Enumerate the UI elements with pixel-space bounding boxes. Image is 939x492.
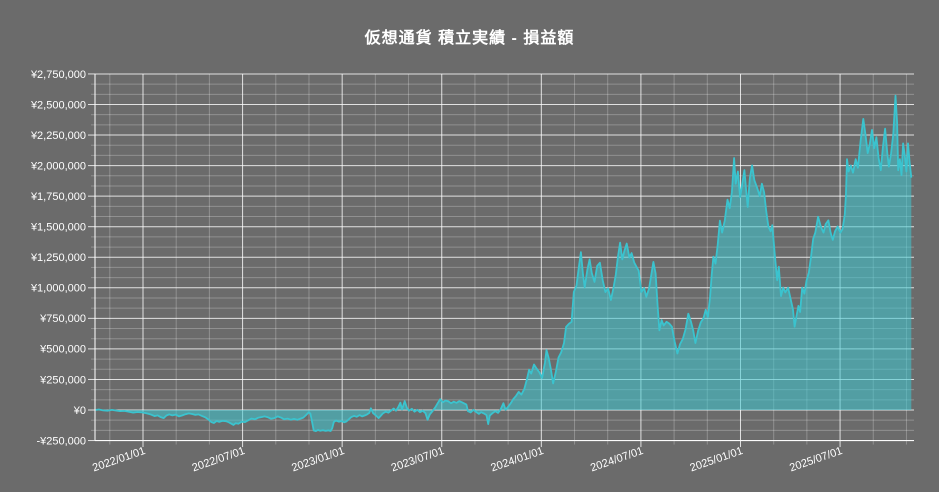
- y-tick-label: ¥1,500,000: [30, 222, 86, 234]
- y-axis-labels: -¥250,000 ¥0 ¥250,000 ¥500,000 ¥750,000 ¥1,00…: [30, 69, 86, 448]
- y-tick-label: ¥750,000: [39, 313, 86, 325]
- x-tick-label: 2023/07/01: [390, 445, 446, 474]
- y-tick-label: ¥2,750,000: [30, 69, 86, 81]
- y-tick-label: ¥1,250,000: [30, 252, 86, 264]
- x-tick-label: 2024/01/01: [489, 445, 545, 474]
- series-line: [95, 94, 913, 432]
- x-axis-labels: 2022/01/01 2022/07/01 2023/01/01 2023/07/01…: [91, 445, 844, 474]
- x-tick-label: 2025/01/01: [688, 445, 744, 474]
- y-tick-label: ¥250,000: [39, 374, 86, 386]
- y-tick-label: ¥1,750,000: [30, 191, 86, 203]
- y-tick-label: ¥0: [73, 405, 86, 417]
- y-tick-label: -¥250,000: [36, 435, 86, 447]
- chart-title: 仮想通貨 積立実績 - 損益額: [364, 30, 575, 47]
- x-tick-label: 2024/07/01: [589, 445, 645, 474]
- y-tick-label: ¥1,000,000: [30, 283, 86, 295]
- y-tick-label: ¥2,500,000: [30, 99, 86, 111]
- y-tick-label: ¥2,250,000: [30, 130, 86, 142]
- x-tick-label: 2022/07/01: [191, 445, 247, 474]
- y-tick-label: ¥2,000,000: [30, 160, 86, 172]
- y-tick-label: ¥500,000: [39, 344, 86, 356]
- x-tick-label: 2025/07/01: [788, 445, 844, 474]
- series-area: [95, 95, 912, 432]
- series-loss-gain: [95, 94, 913, 432]
- tick-marks: [88, 73, 907, 448]
- x-tick-label: 2022/01/01: [91, 445, 147, 474]
- x-tick-label: 2023/01/01: [290, 445, 346, 474]
